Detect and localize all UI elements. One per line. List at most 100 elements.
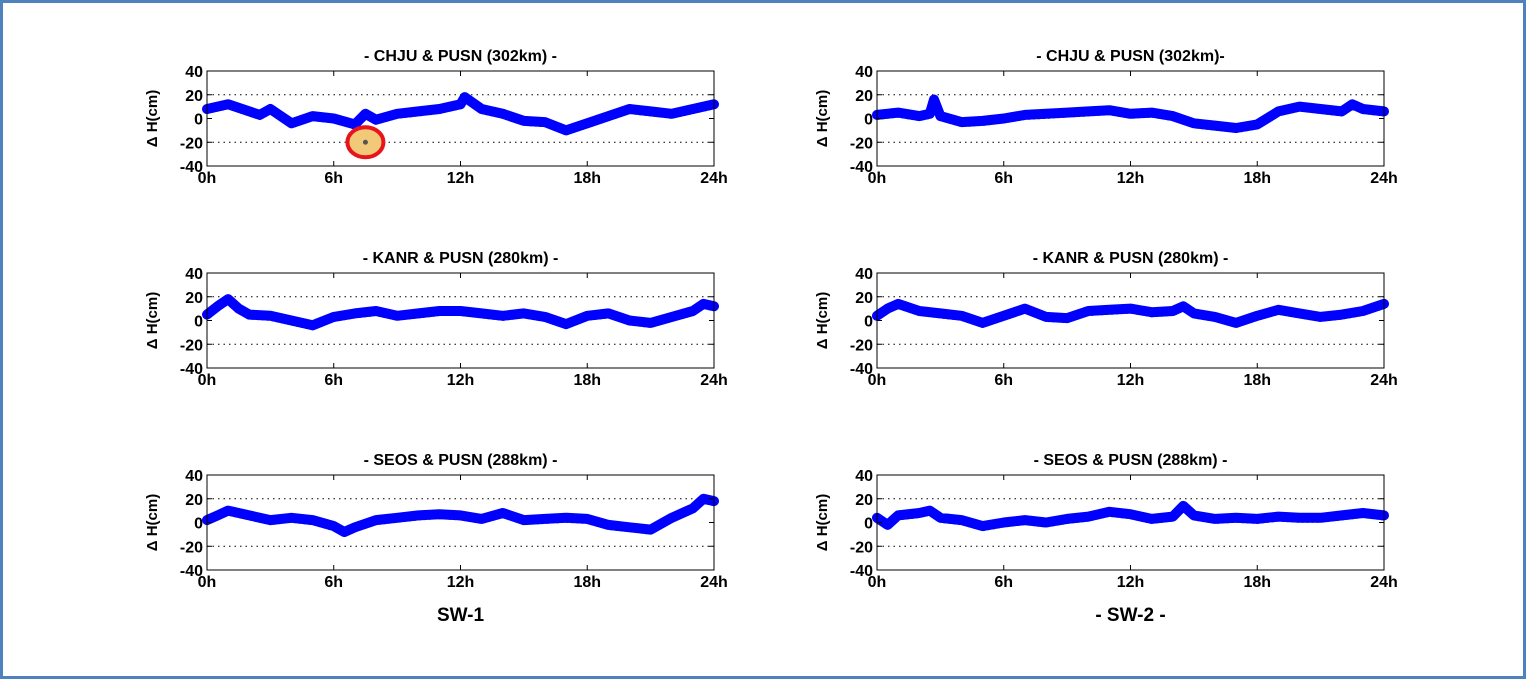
data-point (1233, 319, 1240, 326)
data-point (1212, 313, 1218, 320)
data-point (1275, 513, 1282, 520)
data-point (895, 512, 902, 519)
data-point (309, 517, 316, 524)
data-point (916, 113, 923, 120)
x-tick-label: 24h (1370, 170, 1398, 187)
data-point (668, 514, 675, 521)
x-tick-label: 24h (700, 574, 728, 591)
y-tick-label: 0 (864, 314, 873, 331)
data-point (394, 312, 401, 319)
data-point (520, 517, 527, 524)
y-tick-label: -20 (850, 539, 873, 556)
data-point (499, 312, 506, 319)
x-tick-label: 24h (1370, 574, 1398, 591)
y-tick-label: 40 (185, 468, 203, 485)
y-tick-label: -20 (180, 337, 203, 354)
data-point (330, 313, 337, 320)
data-point (214, 512, 221, 519)
data-point (1064, 515, 1071, 522)
data-point (394, 110, 401, 117)
data-point (1127, 305, 1134, 312)
x-tick-label: 12h (1117, 574, 1145, 591)
data-point (309, 322, 316, 329)
data-point (499, 110, 506, 117)
x-tick-label: 6h (994, 170, 1013, 187)
x-tick-label: 18h (573, 372, 601, 389)
y-tick-label: 20 (185, 88, 203, 105)
data-point (1317, 106, 1324, 112)
data-point (1359, 308, 1366, 314)
data-point (1106, 508, 1113, 515)
y-tick-label: 40 (855, 468, 873, 485)
y-tick-label: -40 (850, 159, 873, 176)
data-point (1148, 515, 1155, 522)
data-point (1296, 514, 1303, 521)
data-point (937, 310, 944, 317)
data-point (351, 524, 358, 531)
y-tick-label: 0 (864, 112, 873, 129)
data-point (689, 505, 696, 512)
x-tick-label: 0h (198, 170, 217, 187)
y-axis-label: Δ H(cm) (814, 292, 831, 349)
data-point (1043, 519, 1049, 526)
x-tick-label: 24h (700, 372, 728, 389)
data-point (341, 529, 348, 535)
data-point (415, 512, 422, 519)
data-point (1254, 515, 1261, 522)
data-point (499, 510, 506, 516)
data-point (520, 310, 527, 317)
y-axis-label: Δ H(cm) (144, 90, 161, 147)
data-point (647, 526, 654, 533)
x-tick-label: 0h (868, 574, 887, 591)
data-point (1349, 101, 1356, 108)
x-tick-label: 18h (1243, 170, 1271, 187)
chart-title: - SEOS & PUSN (288km) - (1034, 452, 1228, 469)
data-point (937, 113, 944, 120)
data-point (436, 511, 443, 518)
data-point (267, 517, 274, 524)
x-tick-label: 12h (447, 372, 475, 389)
y-tick-label: -20 (850, 337, 873, 354)
data-point (1021, 517, 1028, 524)
data-point (895, 300, 902, 307)
data-point (958, 119, 965, 126)
data-point (563, 127, 570, 134)
x-tick-label: 6h (324, 170, 343, 187)
data-point (1254, 312, 1261, 319)
data-point (309, 113, 316, 120)
data-point (256, 111, 263, 118)
data-point (926, 507, 933, 514)
data-point (563, 514, 570, 521)
data-point (246, 512, 253, 519)
data-point (542, 119, 548, 126)
data-point (1275, 306, 1282, 313)
y-tick-label: -40 (850, 361, 873, 378)
data-point (700, 495, 707, 502)
data-point (647, 108, 654, 115)
data-point (626, 106, 633, 112)
y-tick-label: -40 (850, 563, 873, 580)
data-point (1233, 125, 1240, 131)
data-point (979, 319, 986, 326)
data-point (478, 310, 485, 317)
x-tick-label: 24h (1370, 372, 1398, 389)
data-point (689, 106, 696, 112)
data-point (668, 110, 675, 117)
data-point (1000, 312, 1007, 319)
x-tick-label: 12h (447, 574, 475, 591)
series-line (872, 500, 1389, 532)
data-point (1021, 111, 1028, 118)
chart-title: - KANR & PUSN (280km) - (363, 250, 559, 267)
y-tick-label: 20 (855, 88, 873, 105)
chart-title: - KANR & PUSN (280km) - (1033, 250, 1229, 267)
y-tick-label: -20 (180, 135, 203, 152)
data-point (1275, 108, 1282, 115)
data-point (330, 115, 337, 122)
data-point (1021, 305, 1028, 312)
